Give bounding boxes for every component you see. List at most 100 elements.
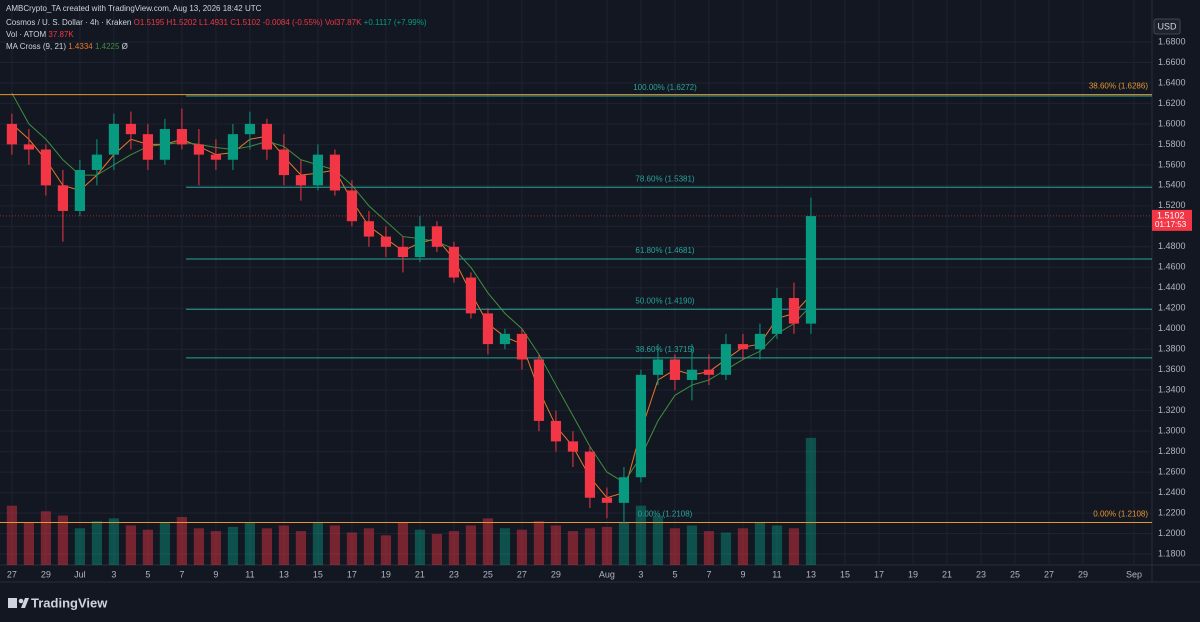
y-tick-label: 1.4800 [1158,241,1186,251]
y-tick-label: 1.5800 [1158,139,1186,149]
volume-bar [499,528,511,565]
y-tick-label: 1.3600 [1158,364,1186,374]
candle-body [414,226,426,258]
logo-mark [21,598,29,608]
candle-body [601,497,613,503]
candle-body [176,129,188,145]
x-tick-label: 5 [672,569,677,579]
level-label: 38.60% (1.6286) [1089,82,1148,91]
volume-bar [125,525,137,565]
x-tick-label: 27 [1044,569,1054,579]
vol-value: 37.87K [48,30,74,39]
candle-body [278,149,290,176]
x-tick-label: 3 [111,569,116,579]
y-tick-label: 1.4200 [1158,303,1186,313]
candle-body [618,477,630,503]
volume-bar [533,521,545,565]
candle-body [23,144,35,150]
ma-line: MA Cross (9, 21) 1.4334 1.4225 Ø [6,42,128,51]
volume-bar [754,522,766,565]
y-tick-label: 1.6200 [1158,98,1186,108]
x-tick-label: 11 [772,569,781,579]
currency[interactable]: USD [1157,21,1177,31]
candle-body [771,298,783,334]
x-tick-label: 13 [806,569,816,579]
volume-bar [380,535,392,565]
volume-bar [295,531,307,565]
x-tick-label: 9 [213,569,218,579]
volume-bar [244,522,256,565]
x-tick-label: Aug [599,569,615,579]
fib-label: 38.60% (1.3715) [635,345,694,354]
candle-body [737,344,749,350]
x-tick-label: 27 [517,569,527,579]
volume-bar [278,525,290,565]
y-tick-label: 1.5400 [1158,180,1186,190]
candle-body [788,298,800,324]
fib-label: 50.00% (1.4190) [635,296,694,305]
candle-body [397,246,409,258]
volume-bar [703,531,715,565]
candle-body [227,134,239,160]
logo: TradingView [8,595,108,610]
y-tick-label: 1.3400 [1158,385,1186,395]
candle-body [754,333,766,350]
volume-bar [414,529,426,565]
volume-bar [448,531,460,565]
ohlc: O1.5195 [134,18,165,27]
x-tick-label: 29 [1078,569,1088,579]
x-tick-label: 25 [483,569,493,579]
candle-body [584,451,596,498]
volume-bar [6,505,18,565]
volume: Vol37.87K [325,18,362,27]
volume-bar [40,511,52,565]
logo-mark [18,598,24,604]
fib-label: 61.80% (1.4681) [635,246,694,255]
ma-extra: Ø [122,42,128,51]
candle-body [652,359,664,375]
candle-body [346,190,358,222]
y-tick-label: 1.2200 [1158,507,1186,517]
y-tick-label: 1.2800 [1158,446,1186,456]
y-tick-label: 1.4600 [1158,262,1186,272]
volume-bar [516,529,528,565]
x-tick-label: 17 [347,569,357,579]
x-tick-label: 5 [145,569,150,579]
y-tick-label: 1.4400 [1158,282,1186,292]
ma-indicator: MA Cross (9, 21) [6,42,66,51]
volume-bar [618,522,630,565]
x-tick-label: 3 [638,569,643,579]
volume-bar [584,528,596,565]
y-tick-label: 1.2000 [1158,528,1186,538]
y-tick-label: 1.6600 [1158,57,1186,67]
symbol-line: Cosmos / U. S. Dollar · 4h · Kraken O1.5… [6,18,427,27]
volume-bar [652,515,664,565]
candle-body [193,144,205,155]
price-tag-label: 1.5102 [1157,210,1185,220]
y-tick-label: 1.5600 [1158,159,1186,169]
x-tick-label: 29 [41,569,51,579]
volume-bar [261,528,273,565]
vol-indicator: Vol · ATOM [6,30,46,39]
volume-bar [329,525,341,565]
candle-body [686,369,698,380]
candle-body [244,123,256,135]
volume-bar [142,529,154,565]
x-tick-label: 19 [908,569,918,579]
volume-bar [57,515,69,565]
x-tick-label: 15 [313,569,323,579]
candle-body [448,246,460,278]
ohlc: C1.5102 [230,18,261,27]
candle-body [142,134,154,160]
x-tick-label: 29 [551,569,561,579]
y-tick-label: 1.3200 [1158,405,1186,415]
candle-body [516,333,528,360]
candle-body [431,226,443,247]
volume-bar [176,516,188,565]
candle-body [703,369,715,375]
volume-bar [363,528,375,565]
currency-box[interactable] [1153,18,1181,35]
candle-body [312,154,324,186]
candle-body [482,313,494,345]
candle-body [720,344,732,375]
